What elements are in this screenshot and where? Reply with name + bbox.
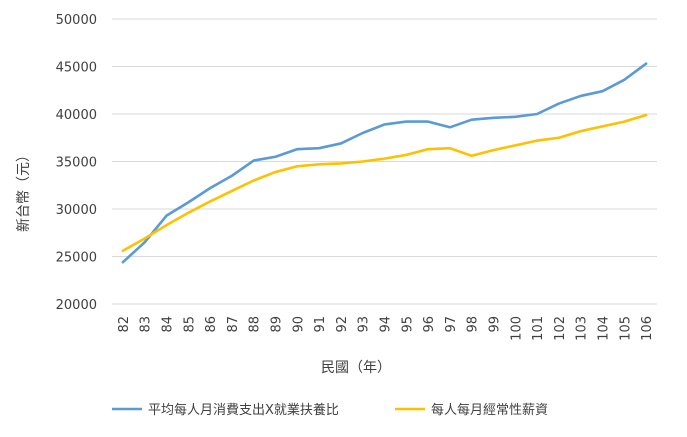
x-tick-label: 85 — [182, 316, 197, 333]
legend-label: 每人每月經常性薪資 — [431, 402, 548, 418]
x-tick-label: 106 — [640, 316, 655, 341]
x-tick-label: 90 — [291, 316, 306, 333]
x-tick-label: 96 — [422, 316, 437, 333]
y-tick-label: 25000 — [56, 251, 97, 266]
x-tick-label: 101 — [531, 316, 546, 341]
y-tick-label: 40000 — [56, 108, 97, 123]
y-tick-label: 50000 — [56, 13, 97, 28]
y-tick-label: 45000 — [56, 61, 97, 76]
x-tick-label: 86 — [204, 316, 219, 333]
y-axis-title: 新台幣（元） — [16, 148, 32, 232]
gridlines — [112, 18, 657, 305]
x-tick-label: 93 — [357, 316, 372, 333]
legend-label: 平均每人月消費支出X就業扶養比 — [148, 402, 339, 418]
y-tick-label: 30000 — [56, 203, 97, 218]
x-tick-label: 87 — [226, 316, 241, 333]
x-tick-label: 103 — [575, 316, 590, 341]
x-tick-labels: 82 83 84 85 86 87 88 89 90 91 92 93 94 95 96 97 98 99 100 1… — [117, 316, 655, 341]
x-tick-label: 94 — [379, 316, 394, 333]
series-lines — [121, 62, 648, 264]
x-tick-label: 88 — [248, 316, 263, 333]
y-tick-label: 20000 — [56, 298, 97, 313]
x-tick-label: 97 — [444, 316, 459, 333]
series-line-1 — [121, 62, 648, 264]
x-tick-label: 82 — [117, 316, 132, 333]
x-tick-label: 89 — [270, 316, 285, 333]
x-tick-label: 98 — [466, 316, 481, 333]
x-tick-label: 99 — [488, 316, 503, 333]
x-tick-label: 84 — [161, 316, 176, 333]
x-tick-label: 102 — [553, 316, 568, 341]
x-tick-label: 92 — [335, 316, 350, 333]
y-tick-label: 35000 — [56, 156, 97, 171]
x-tick-label: 100 — [509, 316, 524, 341]
x-tick-label: 104 — [597, 316, 612, 341]
x-tick-label: 91 — [313, 316, 328, 333]
series-line-2 — [121, 113, 648, 253]
x-tick-label: 95 — [400, 316, 415, 333]
x-tick-label: 105 — [618, 316, 633, 341]
x-tick-label: 83 — [139, 316, 154, 333]
y-tick-labels: 20000 25000 30000 35000 40000 45000 50000 — [56, 13, 97, 313]
x-axis-title: 民國（年） — [321, 360, 391, 376]
legend: 平均每人月消費支出X就業扶養比 每人每月經常性薪資 — [112, 402, 548, 418]
